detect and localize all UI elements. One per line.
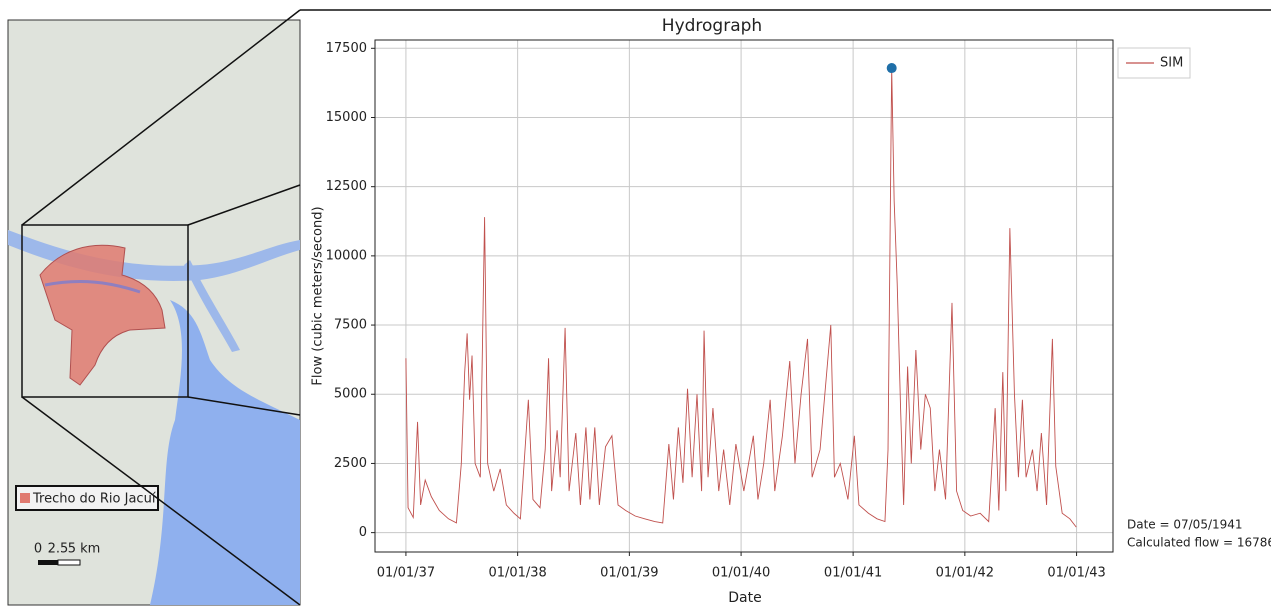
- x-tick-label: 01/01/39: [600, 566, 658, 581]
- y-tick-label: 15000: [326, 110, 367, 125]
- scale-bar: [58, 560, 80, 565]
- legend-swatch: [20, 493, 30, 503]
- map: Trecho do Rio Jacuí 0 2.5 5 km: [8, 20, 300, 605]
- x-tick-label: 01/01/43: [1047, 566, 1105, 581]
- x-tick-label: 01/01/37: [377, 566, 435, 581]
- scale-label: 2.5: [48, 542, 69, 557]
- y-tick-label: 0: [359, 525, 367, 540]
- legend-label: SIM: [1160, 56, 1183, 71]
- chart-title: Hydrograph: [662, 16, 762, 36]
- scale-bar: [38, 560, 58, 565]
- x-tick-label: 01/01/40: [712, 566, 770, 581]
- x-tick-label: 01/01/38: [488, 566, 546, 581]
- y-axis-label: Flow (cubic meters/second): [311, 206, 326, 385]
- y-tick-label: 12500: [326, 179, 367, 194]
- annotation: Date = 07/05/1941: [1127, 518, 1243, 532]
- y-tick-label: 5000: [334, 387, 367, 402]
- x-tick-label: 01/01/41: [824, 566, 882, 581]
- map-legend-label: Trecho do Rio Jacuí: [32, 492, 156, 507]
- y-tick-label: 10000: [326, 248, 367, 263]
- annotation: Calculated flow = 16786.68: [1127, 536, 1271, 550]
- figure: Trecho do Rio Jacuí 0 2.5 5 km Hydrograp…: [0, 0, 1271, 612]
- scale-label: 0: [34, 542, 42, 557]
- x-axis-label: Date: [728, 590, 761, 606]
- y-tick-label: 2500: [334, 456, 367, 471]
- y-tick-label: 17500: [326, 41, 367, 56]
- y-tick-label: 7500: [334, 318, 367, 333]
- x-tick-label: 01/01/42: [936, 566, 994, 581]
- highlight-point: [887, 63, 897, 73]
- scale-label: 5 km: [68, 542, 101, 557]
